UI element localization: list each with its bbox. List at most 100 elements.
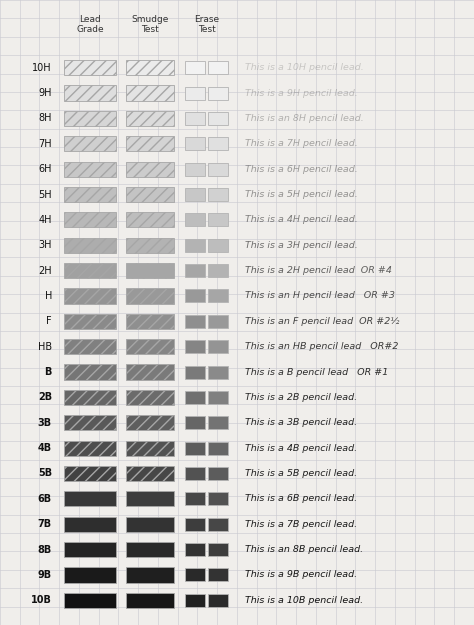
- Text: HB: HB: [38, 342, 52, 352]
- Bar: [64, 517, 116, 532]
- Bar: [126, 238, 174, 253]
- Bar: [185, 188, 205, 201]
- Bar: [64, 415, 116, 431]
- Bar: [64, 441, 116, 456]
- Bar: [126, 314, 174, 329]
- Bar: [64, 136, 116, 151]
- Text: 10B: 10B: [31, 596, 52, 606]
- Bar: [126, 491, 174, 506]
- Bar: [208, 340, 228, 353]
- Bar: [208, 366, 228, 379]
- Bar: [185, 492, 205, 506]
- Text: 6H: 6H: [38, 164, 52, 174]
- Bar: [185, 112, 205, 125]
- Text: 5B: 5B: [38, 469, 52, 479]
- Bar: [208, 467, 228, 480]
- Bar: [64, 491, 116, 506]
- Text: H: H: [45, 291, 52, 301]
- Bar: [126, 568, 174, 582]
- Bar: [126, 364, 174, 379]
- Bar: [64, 314, 116, 329]
- Bar: [126, 517, 174, 532]
- Text: 10H: 10H: [32, 62, 52, 72]
- Bar: [208, 162, 228, 176]
- Bar: [126, 542, 174, 558]
- Text: 6B: 6B: [38, 494, 52, 504]
- Bar: [64, 339, 116, 354]
- Bar: [185, 138, 205, 150]
- Bar: [126, 466, 174, 481]
- Text: This is a 9B pencil lead.: This is a 9B pencil lead.: [245, 571, 357, 579]
- Bar: [126, 263, 174, 278]
- Text: Smudge
Test: Smudge Test: [131, 15, 169, 34]
- Text: 8H: 8H: [38, 113, 52, 123]
- Bar: [126, 390, 174, 405]
- Bar: [126, 136, 174, 151]
- Text: 4H: 4H: [38, 215, 52, 225]
- Bar: [208, 138, 228, 150]
- Bar: [185, 162, 205, 176]
- Bar: [64, 466, 116, 481]
- Bar: [185, 543, 205, 556]
- Bar: [64, 390, 116, 405]
- Text: 2B: 2B: [38, 392, 52, 402]
- Text: This is a 5B pencil lead.: This is a 5B pencil lead.: [245, 469, 357, 478]
- Bar: [208, 543, 228, 556]
- Bar: [64, 542, 116, 558]
- Text: This is a 10H pencil lead.: This is a 10H pencil lead.: [245, 63, 364, 72]
- Bar: [64, 568, 116, 582]
- Text: This is a 6B pencil lead.: This is a 6B pencil lead.: [245, 494, 357, 503]
- Text: This is an HB pencil lead   OR#2: This is an HB pencil lead OR#2: [245, 342, 398, 351]
- Text: This is an H pencil lead   OR #3: This is an H pencil lead OR #3: [245, 291, 395, 301]
- Text: This is an F pencil lead  OR #2½: This is an F pencil lead OR #2½: [245, 317, 400, 326]
- Text: This is a 2B pencil lead.: This is a 2B pencil lead.: [245, 393, 357, 402]
- Bar: [126, 339, 174, 354]
- Text: This is a 5H pencil lead.: This is a 5H pencil lead.: [245, 190, 358, 199]
- Text: 2H: 2H: [38, 266, 52, 276]
- Bar: [208, 391, 228, 404]
- Bar: [126, 111, 174, 126]
- Bar: [185, 442, 205, 454]
- Text: This is a 3B pencil lead.: This is a 3B pencil lead.: [245, 418, 357, 428]
- Bar: [185, 594, 205, 607]
- Text: F: F: [46, 316, 52, 326]
- Bar: [208, 594, 228, 607]
- Text: 3B: 3B: [38, 418, 52, 428]
- Bar: [208, 61, 228, 74]
- Bar: [126, 288, 174, 304]
- Bar: [126, 213, 174, 228]
- Text: This is a 3H pencil lead.: This is a 3H pencil lead.: [245, 241, 358, 250]
- Bar: [185, 289, 205, 302]
- Text: This is a B pencil lead   OR #1: This is a B pencil lead OR #1: [245, 368, 388, 376]
- Text: Erase
Test: Erase Test: [194, 15, 219, 34]
- Bar: [64, 111, 116, 126]
- Text: 5H: 5H: [38, 189, 52, 199]
- Bar: [208, 416, 228, 429]
- Bar: [208, 239, 228, 252]
- Text: This is a 9H pencil lead.: This is a 9H pencil lead.: [245, 89, 358, 98]
- Bar: [64, 592, 116, 608]
- Text: This is a 7H pencil lead.: This is a 7H pencil lead.: [245, 139, 358, 148]
- Text: This is an 8B pencil lead.: This is an 8B pencil lead.: [245, 545, 363, 554]
- Text: Lead
Grade: Lead Grade: [76, 15, 104, 34]
- Text: This is a 4B pencil lead.: This is a 4B pencil lead.: [245, 444, 357, 452]
- Bar: [208, 264, 228, 277]
- Bar: [126, 592, 174, 608]
- Bar: [64, 187, 116, 202]
- Text: This is a 7B pencil lead.: This is a 7B pencil lead.: [245, 520, 357, 529]
- Bar: [64, 60, 116, 75]
- Bar: [185, 416, 205, 429]
- Text: 9B: 9B: [38, 570, 52, 580]
- Text: 3H: 3H: [38, 240, 52, 250]
- Bar: [185, 518, 205, 531]
- Bar: [208, 213, 228, 226]
- Bar: [126, 161, 174, 177]
- Bar: [185, 315, 205, 328]
- Bar: [185, 61, 205, 74]
- Bar: [185, 264, 205, 277]
- Bar: [208, 442, 228, 454]
- Bar: [208, 492, 228, 506]
- Text: 4B: 4B: [38, 443, 52, 453]
- Bar: [208, 112, 228, 125]
- Bar: [126, 415, 174, 431]
